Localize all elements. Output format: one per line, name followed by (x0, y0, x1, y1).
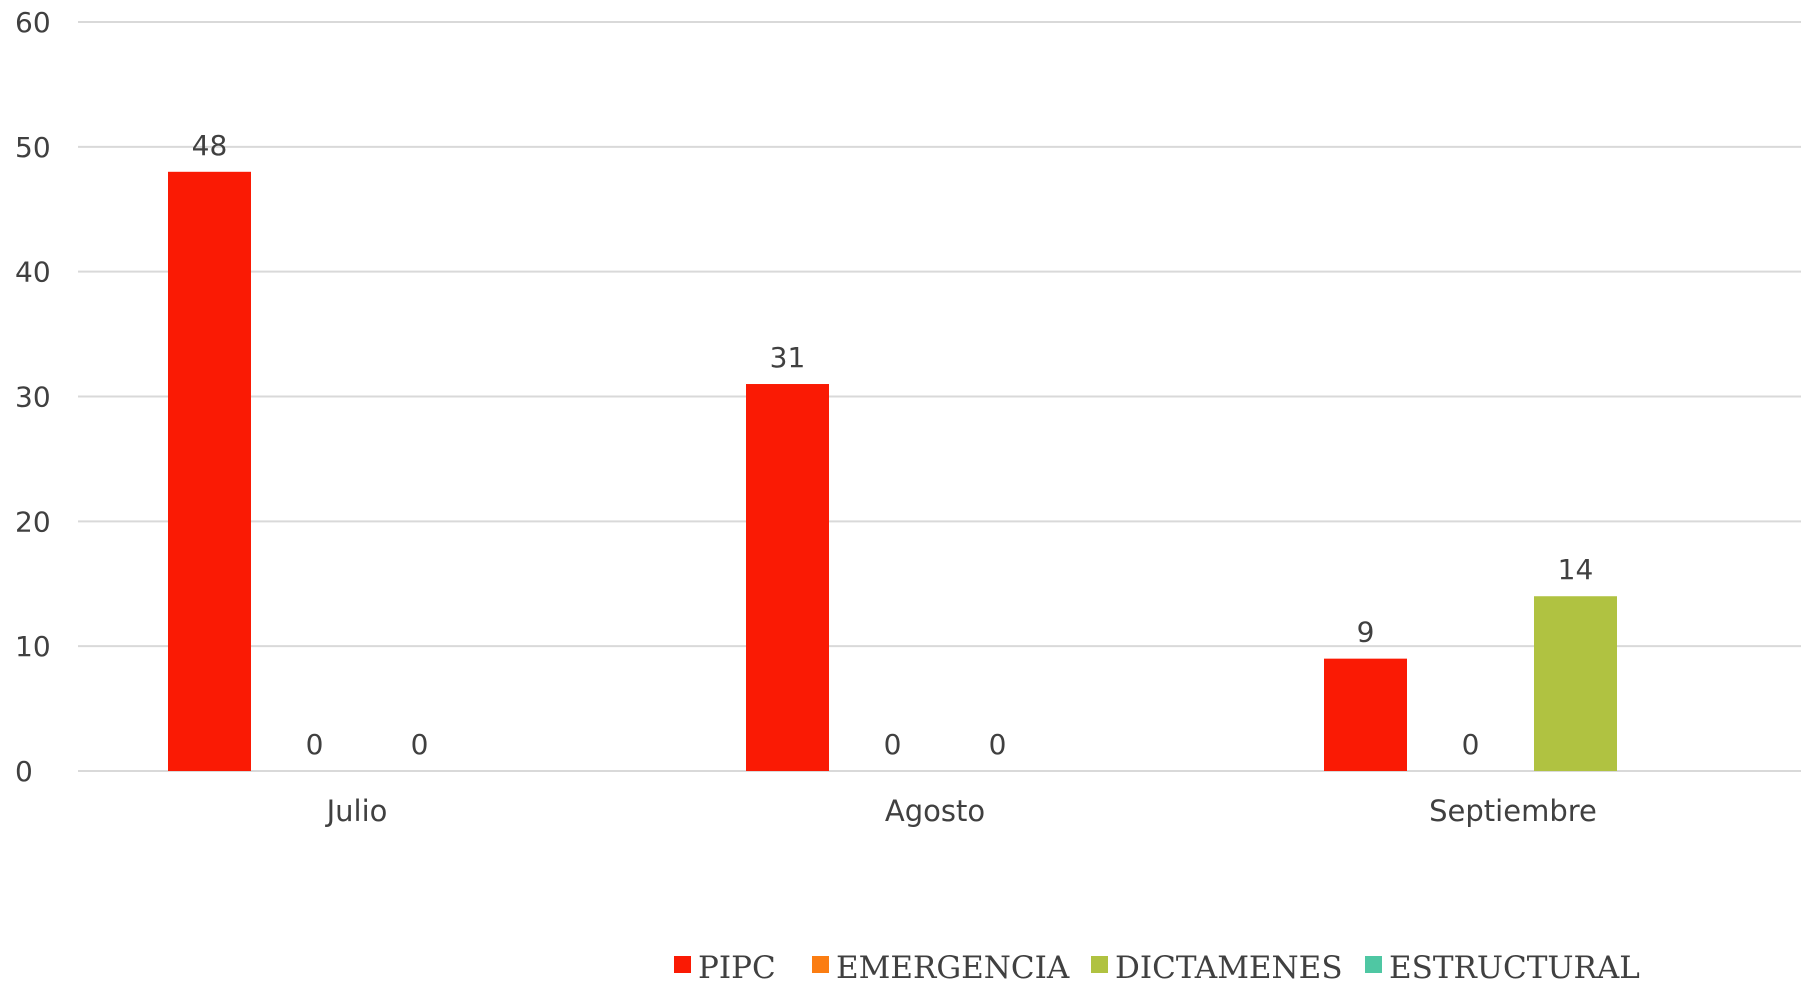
legend-label: DICTAMENES (1115, 950, 1343, 986)
data-label: 31 (770, 341, 806, 374)
data-label: 48 (192, 129, 228, 162)
legend-swatch (812, 956, 829, 973)
legend-label: PIPC (698, 950, 776, 986)
data-label: 9 (1357, 616, 1375, 649)
data-label: 0 (1462, 728, 1480, 761)
y-tick-label: 50 (15, 131, 51, 164)
data-label: 14 (1558, 553, 1594, 586)
data-labels: 48 0 0 31 0 0 9 0 14 (192, 129, 1594, 761)
y-axis-ticks: 0 10 20 30 40 50 60 (15, 6, 51, 788)
legend-swatch (674, 956, 691, 973)
bar-dictamenes-septiembre (1534, 596, 1617, 771)
x-axis-categories: Julio Agosto Septiembre (325, 794, 1597, 828)
x-category-label: Septiembre (1429, 794, 1597, 828)
legend: PIPC EMERGENCIA DICTAMENES ESTRUCTURAL (674, 950, 1640, 986)
legend-swatch (1365, 956, 1382, 973)
data-label: 0 (884, 728, 902, 761)
y-tick-label: 10 (15, 630, 51, 663)
legend-swatch (1091, 956, 1108, 973)
x-category-label: Agosto (885, 794, 985, 828)
legend-label: EMERGENCIA (836, 950, 1070, 986)
data-label: 0 (411, 728, 429, 761)
y-tick-label: 60 (15, 6, 51, 39)
y-tick-label: 0 (15, 755, 33, 788)
bars (168, 171, 1617, 772)
data-label: 0 (989, 728, 1007, 761)
x-category-label: Julio (325, 794, 388, 828)
y-tick-label: 20 (15, 505, 51, 538)
bar-pipc-julio (168, 171, 251, 772)
bar-pipc-agosto (746, 384, 829, 771)
y-tick-label: 40 (15, 256, 51, 289)
y-tick-label: 30 (15, 381, 51, 414)
legend-label: ESTRUCTURAL (1389, 950, 1640, 986)
data-label: 0 (306, 728, 324, 761)
bar-pipc-septiembre (1324, 658, 1407, 771)
gridlines (78, 21, 1801, 772)
